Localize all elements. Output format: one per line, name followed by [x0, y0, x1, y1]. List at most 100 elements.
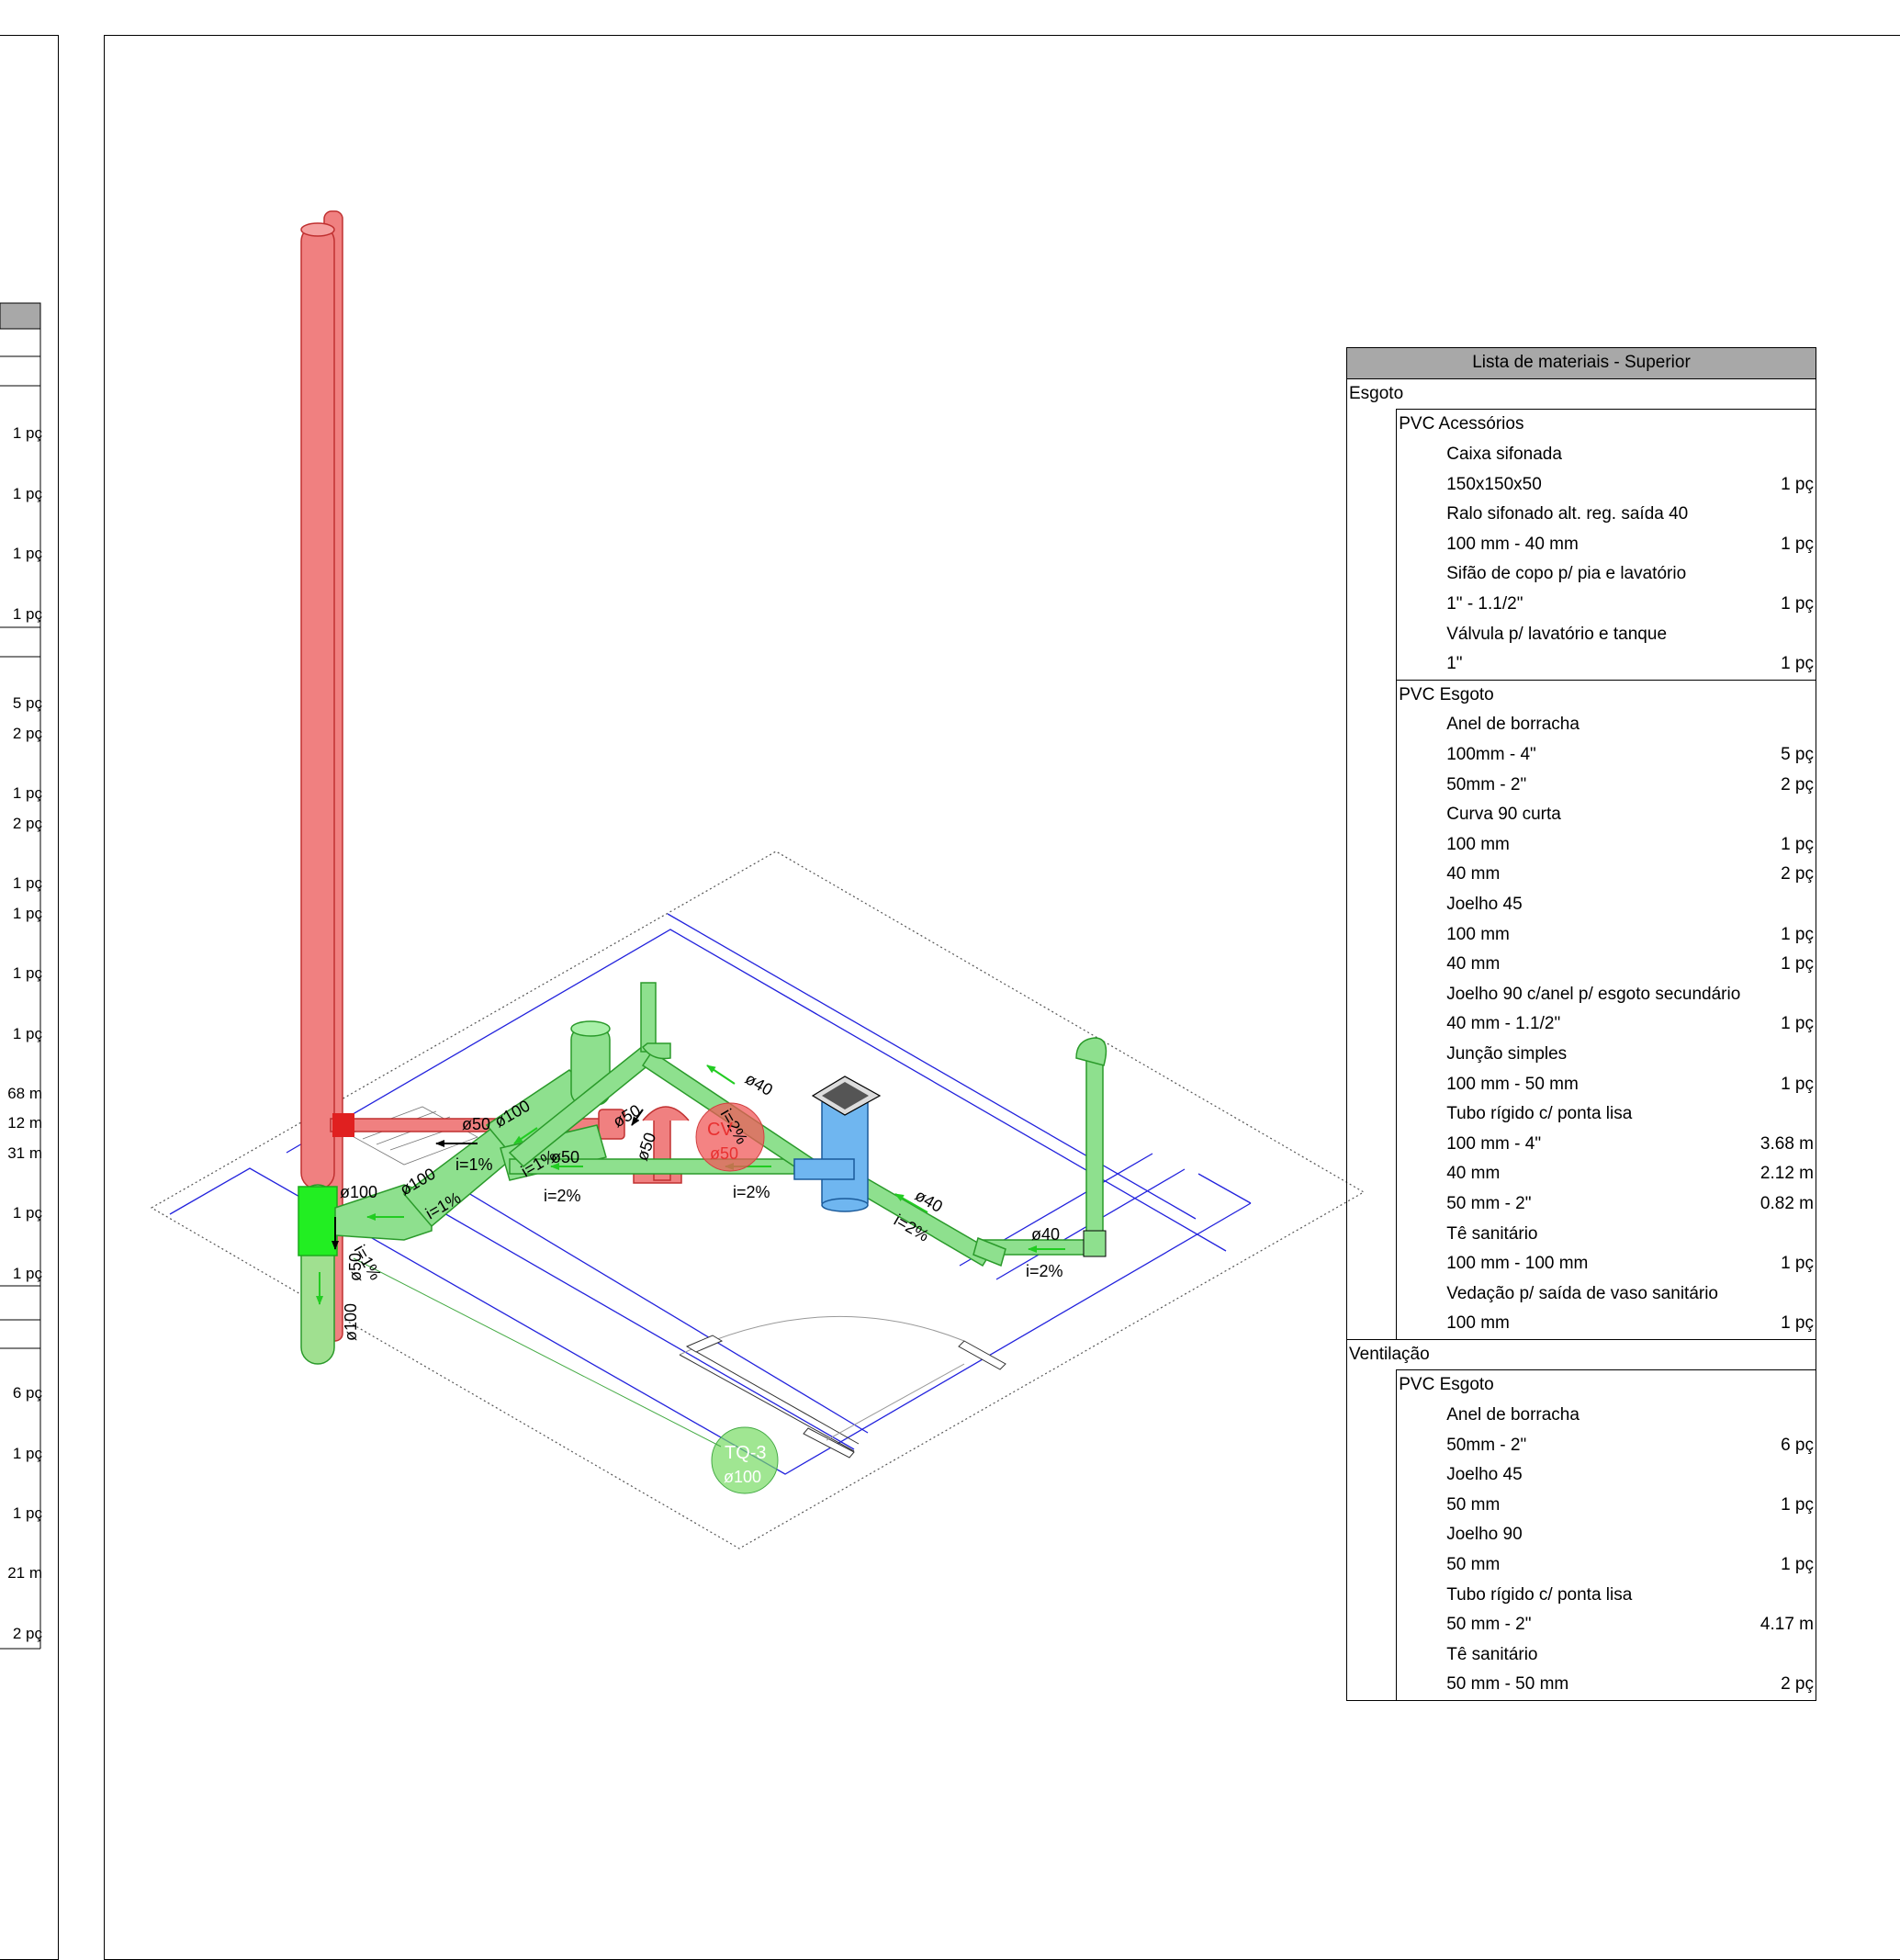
- item-qty: [1740, 979, 1817, 1010]
- item-qty: 2 pç: [1740, 770, 1817, 800]
- subgroup-label: PVC Acessórios: [1396, 409, 1816, 440]
- cv-diameter: ø50: [710, 1144, 738, 1163]
- table-row: 100 mm 1 pç: [1345, 919, 1817, 950]
- table-row: 150x150x50 1 pç: [1345, 469, 1817, 500]
- item-qty: 1 pç: [1740, 919, 1817, 950]
- label-d40-c: ø40: [1031, 1225, 1060, 1244]
- table-row: 40 mm 2.12 m: [1345, 1159, 1817, 1189]
- item-label: 50mm - 2": [1396, 1430, 1741, 1460]
- label-d50-a: ø50: [462, 1115, 490, 1133]
- item-label: 40 mm: [1396, 1159, 1741, 1189]
- table-row: 40 mm 1 pç: [1345, 949, 1817, 980]
- item-label: Junção simples: [1396, 1039, 1741, 1070]
- siphon-box: [793, 1076, 882, 1212]
- left-qty: 68 m: [7, 1085, 42, 1102]
- item-label: 1" - 1.1/2": [1396, 589, 1741, 620]
- table-row: Anel de borracha: [1345, 1400, 1817, 1431]
- item-label: Tê sanitário: [1396, 1219, 1741, 1249]
- indent-cell: [1345, 439, 1397, 470]
- table-row: 100 mm 1 pç: [1345, 1309, 1817, 1340]
- table-row: Sifão de copo p/ pia e lavatório: [1345, 559, 1817, 590]
- item-qty: [1740, 1279, 1817, 1309]
- table-row: 1" - 1.1/2" 1 pç: [1345, 589, 1817, 620]
- indent-cell: [1345, 1430, 1397, 1460]
- item-qty: [1740, 710, 1817, 740]
- indent-cell: [1345, 499, 1397, 530]
- tq-leader: [353, 1257, 722, 1447]
- item-qty: 0.82 m: [1740, 1188, 1817, 1220]
- item-label: 100 mm - 100 mm: [1396, 1248, 1741, 1279]
- left-qty: 1 pç: [12, 1504, 42, 1522]
- item-label: Vedação p/ saída de vaso sanitário: [1396, 1279, 1741, 1309]
- table-row: Tê sanitário: [1345, 1639, 1817, 1671]
- item-qty: 4.17 m: [1740, 1609, 1817, 1640]
- left-qty: 2 pç: [12, 1625, 42, 1642]
- table-row: 50mm - 2" 6 pç: [1345, 1430, 1817, 1460]
- label-d40-a: ø40: [742, 1069, 776, 1099]
- item-qty: [1740, 439, 1817, 470]
- indent-cell: [1345, 889, 1397, 920]
- table-row: Válvula p/ lavatório e tanque: [1345, 619, 1817, 649]
- item-label: Joelho 45: [1396, 1459, 1741, 1491]
- subgroup-label: PVC Esgoto: [1396, 679, 1816, 711]
- item-label: 50 mm: [1396, 1549, 1741, 1581]
- tq-label: TQ-3: [725, 1443, 767, 1463]
- label-i1-a: i=1%: [455, 1155, 493, 1174]
- item-label: 100 mm - 50 mm: [1396, 1069, 1741, 1099]
- indent-cell: [1345, 1098, 1397, 1130]
- left-qty: 1 pç: [12, 605, 42, 623]
- tq-marker: [711, 1426, 779, 1494]
- left-qty: 1 pç: [12, 905, 42, 922]
- table-row: 50 mm 1 pç: [1345, 1549, 1817, 1581]
- item-label: Tubo rígido c/ ponta lisa: [1396, 1580, 1741, 1610]
- left-qty: 12 m: [7, 1114, 42, 1132]
- item-qty: 1 pç: [1740, 1490, 1817, 1521]
- item-qty: 1 pç: [1740, 648, 1817, 681]
- item-label: Joelho 45: [1396, 889, 1741, 920]
- left-qty: 2 pç: [12, 725, 42, 742]
- table-row: Joelho 45: [1345, 889, 1817, 920]
- item-label: Anel de borracha: [1396, 710, 1741, 740]
- item-label: 50 mm - 2": [1396, 1188, 1741, 1220]
- materials-title: Lista de materiais - Superior: [1346, 347, 1816, 379]
- item-label: 100 mm: [1396, 1309, 1741, 1340]
- table-row: 100 mm - 40 mm 1 pç: [1345, 529, 1817, 560]
- item-label: 100 mm: [1396, 919, 1741, 950]
- table-row: Joelho 90 c/anel p/ esgoto secundário: [1345, 979, 1817, 1010]
- indent-cell: [1345, 1279, 1397, 1309]
- indent-cell: [1345, 1670, 1397, 1701]
- item-label: Curva 90 curta: [1396, 799, 1741, 830]
- item-qty: 1 pç: [1740, 1549, 1817, 1581]
- subgroup-row: PVC Acessórios: [1345, 409, 1816, 440]
- label-i2-d: i=2%: [1026, 1262, 1063, 1280]
- indent-cell: [1345, 469, 1397, 500]
- item-qty: [1740, 1039, 1817, 1070]
- table-row: Caixa sifonada: [1345, 439, 1817, 470]
- left-qty: 1 pç: [12, 784, 42, 802]
- indent-cell: [1345, 559, 1397, 590]
- label-d100-c: ø100: [340, 1183, 377, 1201]
- item-label: Anel de borracha: [1396, 1400, 1741, 1431]
- label-i2-a: i=2%: [544, 1187, 581, 1205]
- indent-cell: [1345, 739, 1397, 771]
- indent-cell: [1345, 1520, 1397, 1550]
- table-row: 40 mm - 1.1/2" 1 pç: [1345, 1009, 1817, 1040]
- tq-diameter: ø100: [724, 1468, 761, 1486]
- indent-cell: [1345, 1369, 1397, 1401]
- table-row: Curva 90 curta: [1345, 799, 1817, 830]
- item-qty: [1740, 1639, 1817, 1671]
- left-qty: 1 pç: [12, 964, 42, 982]
- indent-cell: [1345, 1490, 1397, 1521]
- item-label: 50 mm: [1396, 1490, 1741, 1521]
- item-qty: 6 pç: [1740, 1430, 1817, 1460]
- label-d50-v: ø50: [346, 1253, 365, 1281]
- table-row: 50 mm - 50 mm 2 pç: [1345, 1670, 1817, 1701]
- cv-marker: [695, 1102, 765, 1172]
- subgroup-row: PVC Esgoto: [1345, 679, 1816, 711]
- item-qty: 3.68 m: [1740, 1129, 1817, 1160]
- item-qty: 2 pç: [1740, 860, 1817, 890]
- indent-cell: [1345, 409, 1397, 440]
- table-row: Tê sanitário: [1345, 1219, 1817, 1249]
- item-label: Tê sanitário: [1396, 1639, 1741, 1671]
- left-qty: 31 m: [7, 1144, 42, 1162]
